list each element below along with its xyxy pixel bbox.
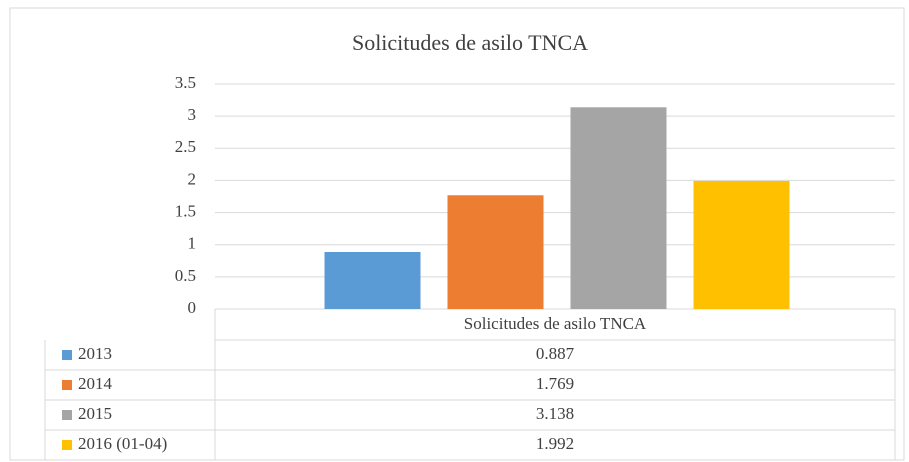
y-tick-label: 0.5 (175, 266, 196, 285)
bar (324, 251, 421, 309)
legend-label: 2013 (78, 344, 112, 363)
legend-swatch (62, 440, 72, 450)
y-tick-label: 1 (188, 234, 197, 253)
y-tick-label: 1.5 (175, 201, 196, 220)
y-tick-label: 0 (188, 298, 197, 317)
legend-swatch (62, 380, 72, 390)
chart-title: Solicitudes de asilo TNCA (352, 30, 588, 55)
legend-swatch (62, 410, 72, 420)
bar (570, 107, 667, 310)
legend-label: 2016 (01-04) (78, 434, 167, 453)
table-value: 1.769 (536, 374, 574, 393)
y-tick-label: 2 (188, 169, 197, 188)
table-header: Solicitudes de asilo TNCA (464, 314, 647, 333)
table-value: 1.992 (536, 434, 574, 453)
table-value: 3.138 (536, 404, 574, 423)
table-value: 0.887 (536, 344, 575, 363)
y-tick-label: 2.5 (175, 137, 196, 156)
bar (447, 195, 544, 309)
y-tick-label: 3 (188, 105, 197, 124)
bar (693, 180, 790, 309)
legend-label: 2015 (78, 404, 112, 423)
y-tick-label: 3.5 (175, 73, 196, 92)
legend-label: 2014 (78, 374, 113, 393)
legend-swatch (62, 350, 72, 360)
